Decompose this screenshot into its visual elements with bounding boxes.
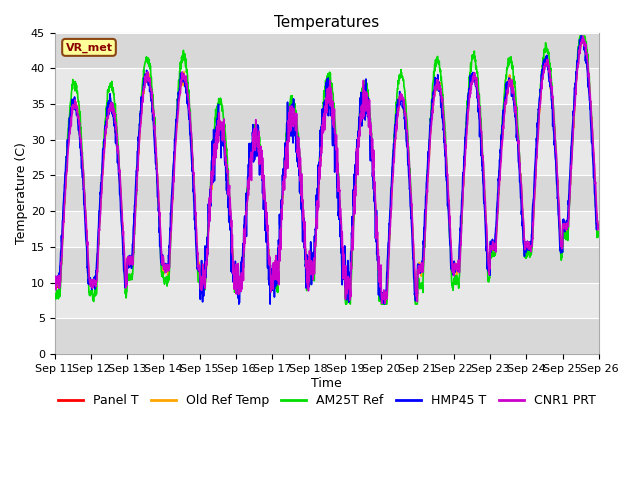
CNR1 PRT	[381, 300, 389, 306]
Line: Panel T: Panel T	[54, 39, 599, 301]
CNR1 PRT	[595, 224, 603, 229]
CNR1 PRT	[202, 259, 210, 264]
Old Ref Temp	[547, 83, 555, 88]
AM25T Ref	[595, 229, 603, 235]
Old Ref Temp	[595, 222, 603, 228]
Panel T	[383, 299, 390, 304]
CNR1 PRT	[485, 269, 493, 275]
HMP45 T	[547, 84, 555, 89]
AM25T Ref	[342, 301, 349, 307]
HMP45 T	[562, 222, 570, 228]
Panel T	[51, 275, 58, 281]
Bar	[54, 140, 599, 176]
CNR1 PRT	[51, 283, 58, 289]
CNR1 PRT	[547, 80, 555, 85]
Panel T	[579, 36, 586, 42]
Title: Temperatures: Temperatures	[274, 15, 380, 30]
Panel T	[485, 266, 493, 272]
Line: CNR1 PRT: CNR1 PRT	[54, 36, 599, 303]
Bar	[54, 283, 599, 318]
Bar	[54, 318, 599, 354]
Old Ref Temp	[355, 140, 362, 145]
Old Ref Temp	[378, 297, 385, 303]
CNR1 PRT	[355, 172, 362, 178]
AM25T Ref	[547, 72, 555, 77]
HMP45 T	[485, 261, 493, 267]
Bar	[54, 176, 599, 211]
Panel T	[202, 263, 210, 269]
Line: AM25T Ref: AM25T Ref	[54, 36, 599, 304]
HMP45 T	[577, 33, 585, 39]
HMP45 T	[342, 297, 350, 303]
Old Ref Temp	[562, 223, 570, 228]
Old Ref Temp	[485, 268, 493, 274]
Panel T	[562, 223, 570, 228]
Line: HMP45 T: HMP45 T	[54, 36, 599, 304]
AM25T Ref	[51, 292, 58, 298]
Old Ref Temp	[579, 36, 587, 42]
AM25T Ref	[202, 261, 210, 266]
Old Ref Temp	[202, 262, 210, 268]
HMP45 T	[51, 277, 58, 283]
CNR1 PRT	[579, 33, 586, 39]
HMP45 T	[355, 142, 362, 147]
Bar	[54, 247, 599, 283]
Old Ref Temp	[342, 284, 350, 290]
AM25T Ref	[355, 131, 362, 136]
Panel T	[595, 222, 603, 228]
Legend: Panel T, Old Ref Temp, AM25T Ref, HMP45 T, CNR1 PRT: Panel T, Old Ref Temp, AM25T Ref, HMP45 …	[52, 389, 601, 412]
Line: Old Ref Temp: Old Ref Temp	[54, 39, 599, 300]
Bar	[54, 68, 599, 104]
X-axis label: Time: Time	[311, 377, 342, 390]
CNR1 PRT	[562, 221, 570, 227]
Bar	[54, 104, 599, 140]
Panel T	[547, 83, 555, 88]
Y-axis label: Temperature (C): Temperature (C)	[15, 143, 28, 244]
Old Ref Temp	[51, 276, 58, 281]
Panel T	[355, 141, 362, 146]
AM25T Ref	[562, 237, 570, 243]
AM25T Ref	[485, 278, 493, 284]
Text: VR_met: VR_met	[65, 42, 113, 52]
HMP45 T	[202, 249, 210, 254]
CNR1 PRT	[342, 279, 350, 285]
HMP45 T	[595, 222, 603, 228]
AM25T Ref	[342, 301, 350, 307]
Bar	[54, 33, 599, 68]
HMP45 T	[235, 301, 243, 307]
Panel T	[342, 283, 350, 288]
AM25T Ref	[576, 33, 584, 39]
Bar	[54, 211, 599, 247]
